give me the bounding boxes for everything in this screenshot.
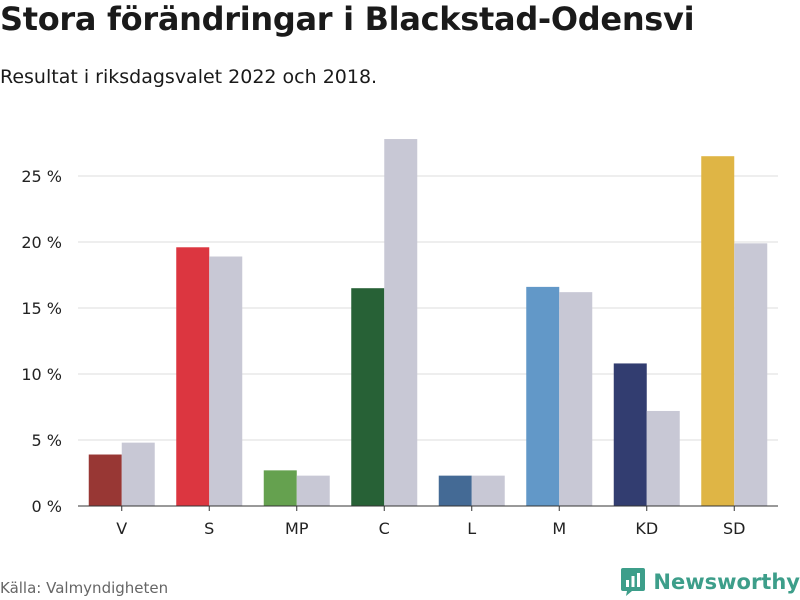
y-tick-label: 15 % bbox=[21, 299, 62, 318]
x-tick-label: S bbox=[204, 519, 214, 538]
bar-c-series-2 bbox=[384, 139, 418, 507]
bar-m-series-1 bbox=[526, 286, 560, 506]
bar-m-series-2 bbox=[559, 292, 593, 506]
bar-sd-series-1 bbox=[701, 156, 735, 506]
y-tick-label: 0 % bbox=[32, 497, 62, 516]
y-tick-label: 10 % bbox=[21, 365, 62, 384]
bar-sd-series-2 bbox=[734, 243, 768, 506]
x-tick-label: M bbox=[552, 519, 566, 538]
x-tick-label: SD bbox=[723, 519, 745, 538]
bar-mp-series-1 bbox=[263, 470, 297, 506]
x-tick-label: L bbox=[467, 519, 476, 538]
brand-logo: Newsworthy bbox=[620, 566, 800, 598]
bar-mp-series-2 bbox=[296, 475, 330, 506]
bar-kd-series-2 bbox=[646, 410, 680, 506]
bar-kd-series-1 bbox=[613, 363, 647, 506]
bar-chart-icon bbox=[621, 568, 646, 596]
bar-v-series-2 bbox=[121, 442, 155, 506]
x-tick-label: V bbox=[116, 519, 127, 538]
x-tick-label: C bbox=[379, 519, 390, 538]
x-tick-label: MP bbox=[285, 519, 309, 538]
y-tick-label: 5 % bbox=[32, 431, 62, 450]
y-tick-label: 25 % bbox=[21, 167, 62, 186]
bar-l-series-1 bbox=[438, 475, 472, 506]
brand-name: Newsworthy bbox=[653, 570, 800, 594]
x-tick-label: KD bbox=[635, 519, 658, 538]
bar-chart: 0 % 5 % 10 % 15 % 20 % 25 % V S MP C L M KD SD bbox=[21, 139, 778, 538]
bar-c-series-1 bbox=[351, 288, 385, 506]
bar-s-series-1 bbox=[176, 247, 210, 506]
source-note: Källa: Valmyndigheten bbox=[0, 579, 169, 597]
bar-l-series-2 bbox=[471, 475, 505, 506]
bar-v-series-1 bbox=[88, 454, 122, 506]
chart-subtitle: Resultat i riksdagsvalet 2022 och 2018. bbox=[0, 66, 378, 88]
bar-s-series-2 bbox=[209, 256, 243, 506]
y-tick-label: 20 % bbox=[21, 233, 62, 252]
chart-title: Stora förändringar i Blackstad-Odensvi bbox=[0, 0, 695, 38]
